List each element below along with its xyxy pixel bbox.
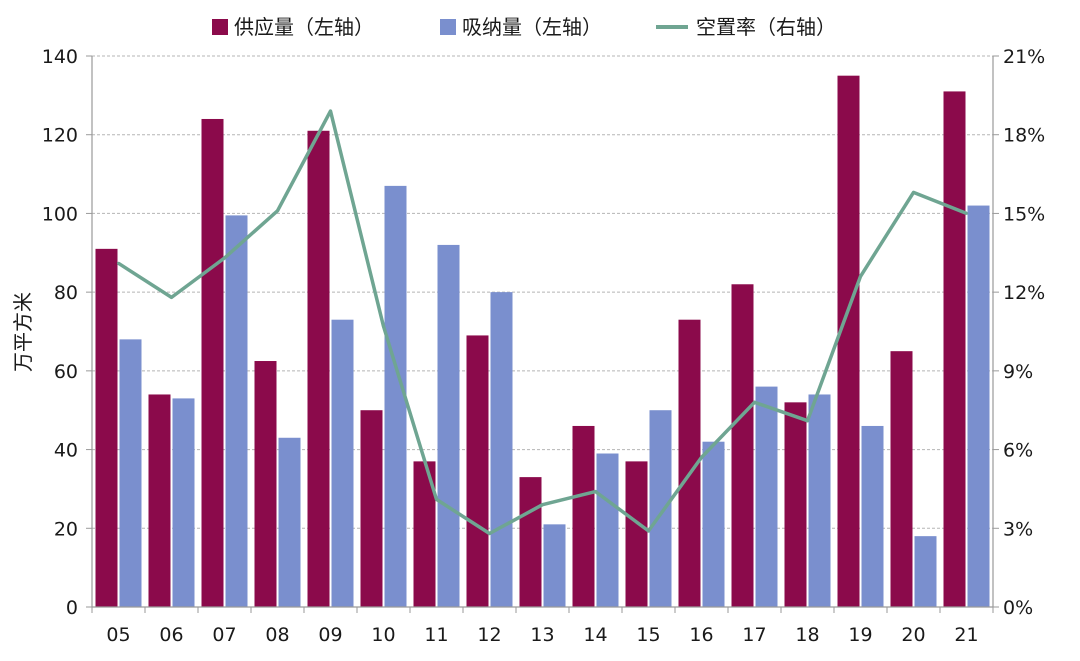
bar — [649, 410, 672, 607]
y2-tick-label: 21% — [1003, 46, 1045, 68]
bar — [278, 437, 301, 607]
x-tick-label: 17 — [742, 624, 766, 646]
bar — [967, 205, 990, 608]
legend-label: 供应量（左轴） — [234, 15, 374, 39]
x-tick-label: 12 — [477, 624, 501, 646]
bar — [837, 75, 860, 607]
bar — [360, 410, 383, 607]
bar — [755, 386, 778, 607]
x-tick-label: 14 — [583, 624, 607, 646]
line-point — [435, 497, 438, 501]
y2-tick-label: 0% — [1003, 597, 1033, 619]
bar — [943, 91, 966, 607]
bar — [596, 453, 619, 607]
bar — [625, 461, 648, 607]
bar — [519, 477, 542, 607]
axes — [86, 55, 999, 613]
legend-swatch — [212, 19, 228, 35]
bar — [808, 394, 831, 607]
x-tick-label: 07 — [212, 624, 236, 646]
y-tick-label: 0 — [66, 597, 78, 619]
x-tick-label: 09 — [318, 624, 342, 646]
x-tick-label: 06 — [159, 624, 183, 646]
y2-tick-label: 18% — [1003, 125, 1045, 147]
x-tick-label: 10 — [371, 624, 395, 646]
legend-label: 吸纳量（左轴） — [462, 15, 602, 39]
legend: 供应量（左轴） 吸纳量（左轴） 空置率（右轴） — [212, 15, 836, 39]
y2-tick-label: 6% — [1003, 440, 1033, 462]
bar — [384, 185, 407, 607]
bar — [466, 335, 489, 607]
bar — [702, 441, 725, 607]
tick-labels: 0 20 40 60 80 100 120 140 0% 3% 6% 9% 12% 15% 18% 21% 05… — [42, 46, 1046, 646]
y-tick-label: 100 — [42, 203, 78, 225]
y-tick-label: 60 — [54, 361, 78, 383]
y-tick-label: 140 — [42, 46, 78, 68]
x-tick-label: 20 — [901, 624, 925, 646]
line-point — [647, 529, 650, 533]
bar — [861, 425, 884, 607]
bar — [254, 361, 277, 607]
line-point — [170, 295, 173, 299]
bar — [119, 339, 142, 607]
bar — [201, 118, 224, 607]
x-tick-label: 15 — [636, 624, 660, 646]
bar — [543, 524, 566, 607]
line-point — [859, 274, 862, 278]
bar — [890, 351, 913, 607]
line-point — [117, 261, 120, 265]
bar — [331, 319, 354, 607]
y2-tick-label: 15% — [1003, 203, 1045, 225]
line-point — [700, 455, 703, 459]
bar — [914, 536, 937, 607]
x-tick-label: 13 — [530, 624, 554, 646]
x-tick-label: 16 — [689, 624, 713, 646]
bar — [148, 394, 171, 607]
x-tick-label: 11 — [424, 624, 448, 646]
y-axis-label: 万平方米 — [11, 292, 35, 372]
bar — [95, 248, 118, 607]
bar — [172, 398, 195, 607]
line-point — [912, 190, 915, 194]
y2-tick-label: 12% — [1003, 282, 1045, 304]
x-tick-label: 08 — [265, 624, 289, 646]
line-point — [965, 211, 968, 215]
bar — [784, 402, 807, 607]
line-point — [382, 324, 385, 328]
y2-tick-label: 9% — [1003, 361, 1033, 383]
line-point — [329, 109, 332, 113]
line-point — [753, 400, 756, 404]
legend-label: 空置率（右轴） — [696, 15, 836, 39]
line-point — [223, 256, 226, 260]
y-tick-label: 20 — [54, 518, 78, 540]
x-tick-label: 18 — [795, 624, 819, 646]
bar — [572, 425, 595, 607]
bars — [95, 75, 990, 608]
bar — [437, 244, 460, 607]
bar — [678, 319, 701, 607]
bar — [225, 215, 248, 607]
bar — [490, 292, 513, 607]
line-point — [488, 532, 491, 536]
bar — [413, 461, 436, 607]
line-point — [594, 490, 597, 494]
y-tick-label: 80 — [54, 282, 78, 304]
bar — [307, 130, 330, 607]
x-tick-label: 19 — [848, 624, 872, 646]
line-series — [117, 109, 968, 536]
legend-swatch — [440, 19, 456, 35]
y-tick-label: 120 — [42, 125, 78, 147]
y2-tick-label: 3% — [1003, 518, 1033, 540]
line-point — [541, 503, 544, 507]
bar — [731, 284, 754, 607]
y-tick-label: 40 — [54, 440, 78, 462]
x-tick-label: 05 — [106, 624, 130, 646]
x-tick-label: 21 — [954, 624, 978, 646]
line-point — [806, 419, 809, 423]
line-point — [276, 209, 279, 213]
